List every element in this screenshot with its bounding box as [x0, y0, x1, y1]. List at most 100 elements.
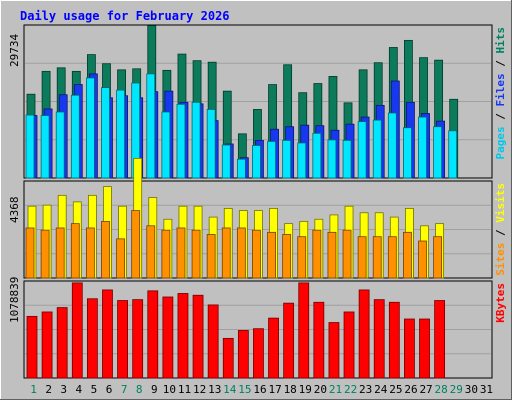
- bar-sites-day-10: [161, 229, 171, 279]
- day-label-24: 24: [374, 383, 388, 396]
- bar-kbytes-day-16: [253, 328, 264, 379]
- day-label-12: 12: [193, 383, 206, 396]
- day-label-10: 10: [163, 383, 176, 396]
- bar-kbytes-day-27: [419, 318, 430, 379]
- bar-pages-day-14: [221, 144, 231, 179]
- bar-kbytes-day-4: [71, 282, 83, 379]
- bar-sites-day-26: [403, 231, 412, 279]
- bar-sites-day-20: [312, 229, 322, 279]
- day-label-27: 27: [419, 383, 432, 396]
- bar-kbytes-day-25: [388, 301, 400, 379]
- bar-kbytes-day-17: [268, 317, 279, 379]
- day-label-19: 19: [299, 383, 312, 396]
- bar-pages-day-26: [403, 127, 412, 179]
- legend-top: Pages / Files / Hits: [494, 27, 507, 160]
- day-label-25: 25: [389, 383, 402, 396]
- legend-separator: /: [494, 223, 507, 243]
- bar-pages-day-1: [25, 114, 35, 179]
- bar-kbytes-day-19: [298, 282, 310, 379]
- day-label-17: 17: [268, 383, 281, 396]
- legend-item-pages: Pages: [494, 126, 507, 159]
- bar-sites-day-6: [101, 221, 110, 279]
- bar-kbytes-day-15: [237, 330, 249, 379]
- bar-pages-day-9: [146, 73, 156, 179]
- day-label-7: 7: [121, 383, 128, 396]
- bar-sites-day-9: [146, 225, 156, 279]
- bar-sites-day-8: [131, 210, 141, 279]
- y-max-label-bot: 1078839: [8, 277, 21, 323]
- bar-sites-day-12: [191, 229, 201, 279]
- legend-bot: KBytes: [494, 283, 507, 323]
- day-label-3: 3: [60, 383, 67, 396]
- bar-pages-day-23: [357, 121, 367, 179]
- bar-sites-day-22: [342, 229, 352, 279]
- bar-kbytes-day-12: [192, 294, 204, 379]
- bar-sites-day-7: [116, 238, 125, 279]
- panel-bot: 1078839 KBytes: [8, 277, 507, 379]
- day-label-8: 8: [136, 383, 143, 396]
- bar-pages-day-19: [297, 142, 307, 179]
- bar-pages-day-25: [387, 112, 397, 179]
- legend-mid: Sites / Visits: [494, 183, 507, 276]
- day-label-14: 14: [223, 383, 237, 396]
- bar-sites-day-14: [221, 227, 231, 279]
- bar-kbytes-day-26: [404, 318, 415, 379]
- legend-item-hits: Hits: [494, 27, 507, 54]
- day-label-29: 29: [450, 383, 463, 396]
- legend-item-kbytes: KBytes: [494, 283, 507, 323]
- bar-kbytes-day-10: [162, 296, 174, 379]
- bar-sites-day-27: [418, 240, 427, 279]
- bar-pages-day-28: [433, 126, 443, 179]
- day-label-1: 1: [30, 383, 37, 396]
- bar-kbytes-day-5: [86, 298, 98, 379]
- legend-separator: /: [494, 107, 507, 127]
- day-label-2: 2: [45, 383, 52, 396]
- day-label-31: 31: [480, 383, 493, 396]
- day-label-30: 30: [465, 383, 478, 396]
- bar-sites-day-16: [252, 229, 261, 279]
- bar-pages-day-3: [55, 111, 65, 179]
- bar-kbytes-day-21: [328, 322, 340, 379]
- bar-pages-day-11: [176, 103, 186, 179]
- bar-sites-day-19: [297, 236, 307, 279]
- day-labels: 1 2 3 4 5 6 7 8 9 10 11 12 13 14 15 16 17 18 19 20 21 22 23 24 2…: [30, 383, 493, 396]
- day-label-26: 26: [404, 383, 417, 396]
- bar-sites-day-21: [327, 231, 337, 279]
- bar-kbytes-day-24: [373, 299, 385, 379]
- bar-sites-day-18: [282, 234, 292, 279]
- bar-sites-day-28: [433, 236, 443, 279]
- bar-sites-day-24: [372, 236, 382, 279]
- bar-sites-day-17: [267, 231, 276, 279]
- day-label-23: 23: [359, 383, 372, 396]
- bar-sites-day-15: [236, 227, 246, 279]
- bar-pages-day-17: [267, 141, 276, 179]
- bar-kbytes-day-1: [26, 315, 38, 379]
- day-label-5: 5: [91, 383, 98, 396]
- bar-pages-day-22: [342, 140, 352, 179]
- day-label-20: 20: [314, 383, 327, 396]
- bar-sites-day-11: [176, 227, 186, 279]
- bar-pages-day-29: [448, 130, 458, 179]
- legend-item-visits: Visits: [494, 183, 507, 223]
- bar-sites-day-23: [357, 236, 367, 279]
- bar-kbytes-day-9: [147, 290, 159, 379]
- bar-pages-day-7: [116, 89, 125, 179]
- bar-kbytes-day-28: [434, 300, 446, 379]
- bar-kbytes-day-13: [207, 304, 219, 379]
- bar-pages-day-21: [327, 139, 337, 179]
- bar-pages-day-27: [418, 116, 427, 179]
- bar-sites-day-4: [70, 223, 80, 279]
- bar-pages-day-10: [161, 111, 171, 179]
- bar-kbytes-day-8: [132, 299, 144, 379]
- panel-top: 29734 Pages / Files / Hits: [8, 24, 507, 179]
- bar-kbytes-day-14: [222, 337, 234, 379]
- bar-sites-day-25: [387, 236, 397, 279]
- bar-pages-day-24: [372, 119, 382, 179]
- day-label-22: 22: [344, 383, 357, 396]
- bar-sites-day-3: [55, 227, 65, 279]
- bar-kbytes-day-18: [283, 302, 295, 379]
- day-label-9: 9: [151, 383, 158, 396]
- legend-item-sites: Sites: [494, 243, 507, 276]
- day-label-15: 15: [238, 383, 251, 396]
